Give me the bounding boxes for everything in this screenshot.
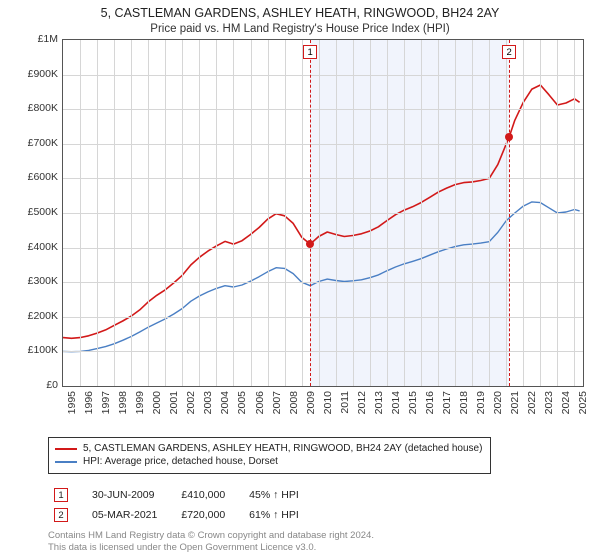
sales-table: 1 30-JUN-2009 £410,000 45% ↑ HPI 2 05-MA…	[48, 484, 319, 526]
table-row: 1 30-JUN-2009 £410,000 45% ↑ HPI	[50, 486, 317, 504]
x-axis-label: 2011	[339, 391, 351, 414]
sale-marker-box: 1	[303, 45, 317, 59]
sale-pct: 45% ↑ HPI	[245, 486, 317, 504]
x-axis-label: 2022	[526, 391, 538, 414]
x-axis-label: 2014	[390, 391, 402, 414]
page-subtitle: Price paid vs. HM Land Registry's House …	[0, 20, 600, 39]
x-axis-label: 2005	[236, 391, 248, 414]
x-axis-label: 2017	[441, 391, 453, 414]
x-axis-label: 2019	[475, 391, 487, 414]
y-axis-label: £400K	[18, 241, 58, 253]
x-axis-label: 2012	[356, 391, 368, 414]
footer-line2: This data is licensed under the Open Gov…	[48, 542, 374, 554]
x-axis-label: 2013	[373, 391, 385, 414]
x-axis-label: 2018	[458, 391, 470, 414]
x-axis-label: 2003	[202, 391, 214, 414]
sale-marker-box: 2	[502, 45, 516, 59]
sale-point-dot	[306, 240, 314, 248]
sale-price: £410,000	[177, 486, 243, 504]
y-axis-label: £0	[18, 379, 58, 391]
x-axis-label: 1998	[117, 391, 129, 414]
sale-marker-2: 2	[54, 508, 68, 522]
y-axis-label: £300K	[18, 275, 58, 287]
x-axis-label: 2025	[577, 391, 589, 414]
sale-date: 30-JUN-2009	[88, 486, 175, 504]
x-axis-label: 1996	[83, 391, 95, 414]
table-row: 2 05-MAR-2021 £720,000 61% ↑ HPI	[50, 506, 317, 524]
x-axis-label: 2000	[151, 391, 163, 414]
legend-label-hpi: HPI: Average price, detached house, Dors…	[83, 456, 278, 467]
x-axis-label: 2008	[288, 391, 300, 414]
x-axis-label: 2004	[219, 391, 231, 414]
x-axis-label: 2007	[271, 391, 283, 414]
x-axis-label: 2001	[168, 391, 180, 414]
y-axis-label: £100K	[18, 344, 58, 356]
x-axis-label: 1995	[66, 391, 78, 414]
legend-row-hpi: HPI: Average price, detached house, Dors…	[55, 455, 482, 468]
x-axis-label: 2006	[254, 391, 266, 414]
x-axis-label: 2024	[560, 391, 572, 414]
sale-marker-1: 1	[54, 488, 68, 502]
y-axis-label: £700K	[18, 137, 58, 149]
sale-date: 05-MAR-2021	[88, 506, 175, 524]
sale-price: £720,000	[177, 506, 243, 524]
y-axis-label: £1M	[18, 33, 58, 45]
footer-text: Contains HM Land Registry data © Crown c…	[48, 530, 374, 555]
legend-row-subject: 5, CASTLEMAN GARDENS, ASHLEY HEATH, RING…	[55, 442, 482, 455]
y-axis-label: £500K	[18, 206, 58, 218]
legend-swatch-subject	[55, 448, 77, 450]
x-axis-label: 2020	[492, 391, 504, 414]
y-axis-label: £900K	[18, 68, 58, 80]
legend-swatch-hpi	[55, 461, 77, 463]
x-axis-label: 1997	[100, 391, 112, 414]
footer-line1: Contains HM Land Registry data © Crown c…	[48, 530, 374, 542]
x-axis-label: 2016	[424, 391, 436, 414]
y-axis-label: £200K	[18, 310, 58, 322]
x-axis-label: 2010	[322, 391, 334, 414]
plot-area: 12	[62, 39, 584, 387]
x-axis-label: 2021	[509, 391, 521, 414]
sale-pct: 61% ↑ HPI	[245, 506, 317, 524]
page-title: 5, CASTLEMAN GARDENS, ASHLEY HEATH, RING…	[0, 0, 600, 20]
x-axis-label: 2009	[305, 391, 317, 414]
x-axis-label: 1999	[134, 391, 146, 414]
x-axis-label: 2023	[543, 391, 555, 414]
x-axis-label: 2002	[185, 391, 197, 414]
legend-label-subject: 5, CASTLEMAN GARDENS, ASHLEY HEATH, RING…	[83, 443, 482, 454]
y-axis-label: £600K	[18, 171, 58, 183]
sale-point-dot	[505, 133, 513, 141]
legend: 5, CASTLEMAN GARDENS, ASHLEY HEATH, RING…	[48, 437, 491, 474]
x-axis-label: 2015	[407, 391, 419, 414]
y-axis-label: £800K	[18, 102, 58, 114]
price-chart: 12 £0£100K£200K£300K£400K£500K£600K£700K…	[18, 39, 588, 419]
